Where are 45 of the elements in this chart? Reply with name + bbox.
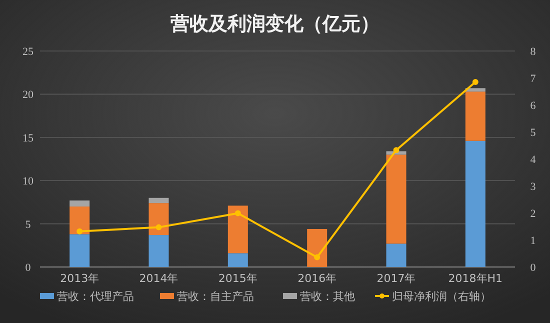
legend-label: 营收：其他 [300, 290, 355, 303]
point [314, 254, 320, 260]
point [472, 79, 478, 86]
y-tick-label: 0 [25, 262, 32, 274]
y2-tick-label: 8 [530, 46, 536, 58]
point [393, 147, 400, 154]
x-tick-label: 2018年H1 [448, 272, 503, 285]
y-tick-label: 20 [22, 89, 34, 102]
bar [148, 203, 169, 236]
y-tick-label: 5 [25, 218, 32, 231]
bar [70, 200, 90, 207]
x-tick-label: 2016年 [298, 272, 337, 285]
x-tick-label: 2017年 [376, 272, 416, 285]
x-tick-label: 2014年 [139, 272, 178, 285]
legend-label: 营收：代理产品 [57, 290, 134, 303]
bar [148, 235, 169, 267]
y2-tick-label: 4 [530, 154, 536, 166]
bar [228, 206, 248, 254]
legend-label: 营收：自主产品 [177, 290, 254, 303]
bar [465, 140, 486, 267]
point [234, 210, 241, 216]
chart-title: 营收及利润变化（亿元） [170, 13, 380, 35]
bar [386, 154, 406, 244]
y2-tick-label: 6 [530, 100, 536, 112]
y-tick-label: 10 [22, 176, 34, 188]
y2-tick-label: 2 [530, 208, 536, 220]
y2-tick-label: 5 [530, 127, 536, 139]
y2-tick-label: 1 [530, 235, 536, 247]
point [156, 224, 162, 230]
bar [70, 206, 90, 234]
y-tick-label: 25 [22, 46, 34, 58]
bar [228, 253, 248, 267]
bar [307, 228, 328, 267]
y-tick-label: 15 [22, 132, 34, 144]
x-tick-label: 2015年 [218, 272, 258, 285]
point [76, 228, 83, 234]
x-tick-label: 2013年 [60, 272, 100, 285]
bar [465, 92, 486, 141]
bar [148, 198, 169, 204]
bar [70, 234, 90, 267]
bar [386, 244, 406, 267]
y2-tick-label: 3 [530, 181, 536, 193]
legend-label: 归母净利润（右轴） [392, 290, 491, 303]
y2-tick-label: 0 [530, 262, 536, 274]
y2-tick-label: 7 [530, 73, 536, 85]
